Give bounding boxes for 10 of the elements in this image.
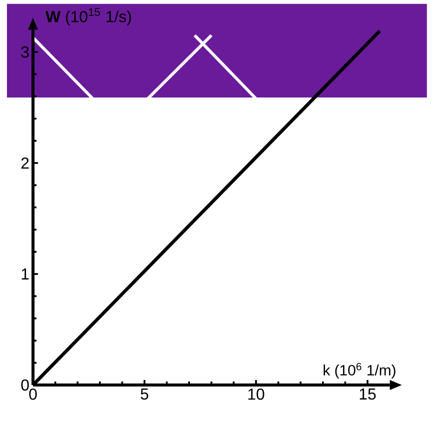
y-axis-title: W (10$^{15}$ 1/s) <box>46 8 131 26</box>
y-tick-label: 1 <box>22 268 29 280</box>
y-tick-label: 2 <box>21 157 29 169</box>
y-tick-label: 0 <box>21 379 29 391</box>
x-tick-label: 10 <box>248 388 264 400</box>
y-tick-label: 3 <box>21 46 29 58</box>
x-tick-label: 15 <box>360 388 376 400</box>
x-tick-label: 5 <box>140 388 148 400</box>
x-axis-title: k (10$^{6}$ 1/m) <box>324 362 396 378</box>
x-tick-label: 0 <box>29 388 37 400</box>
